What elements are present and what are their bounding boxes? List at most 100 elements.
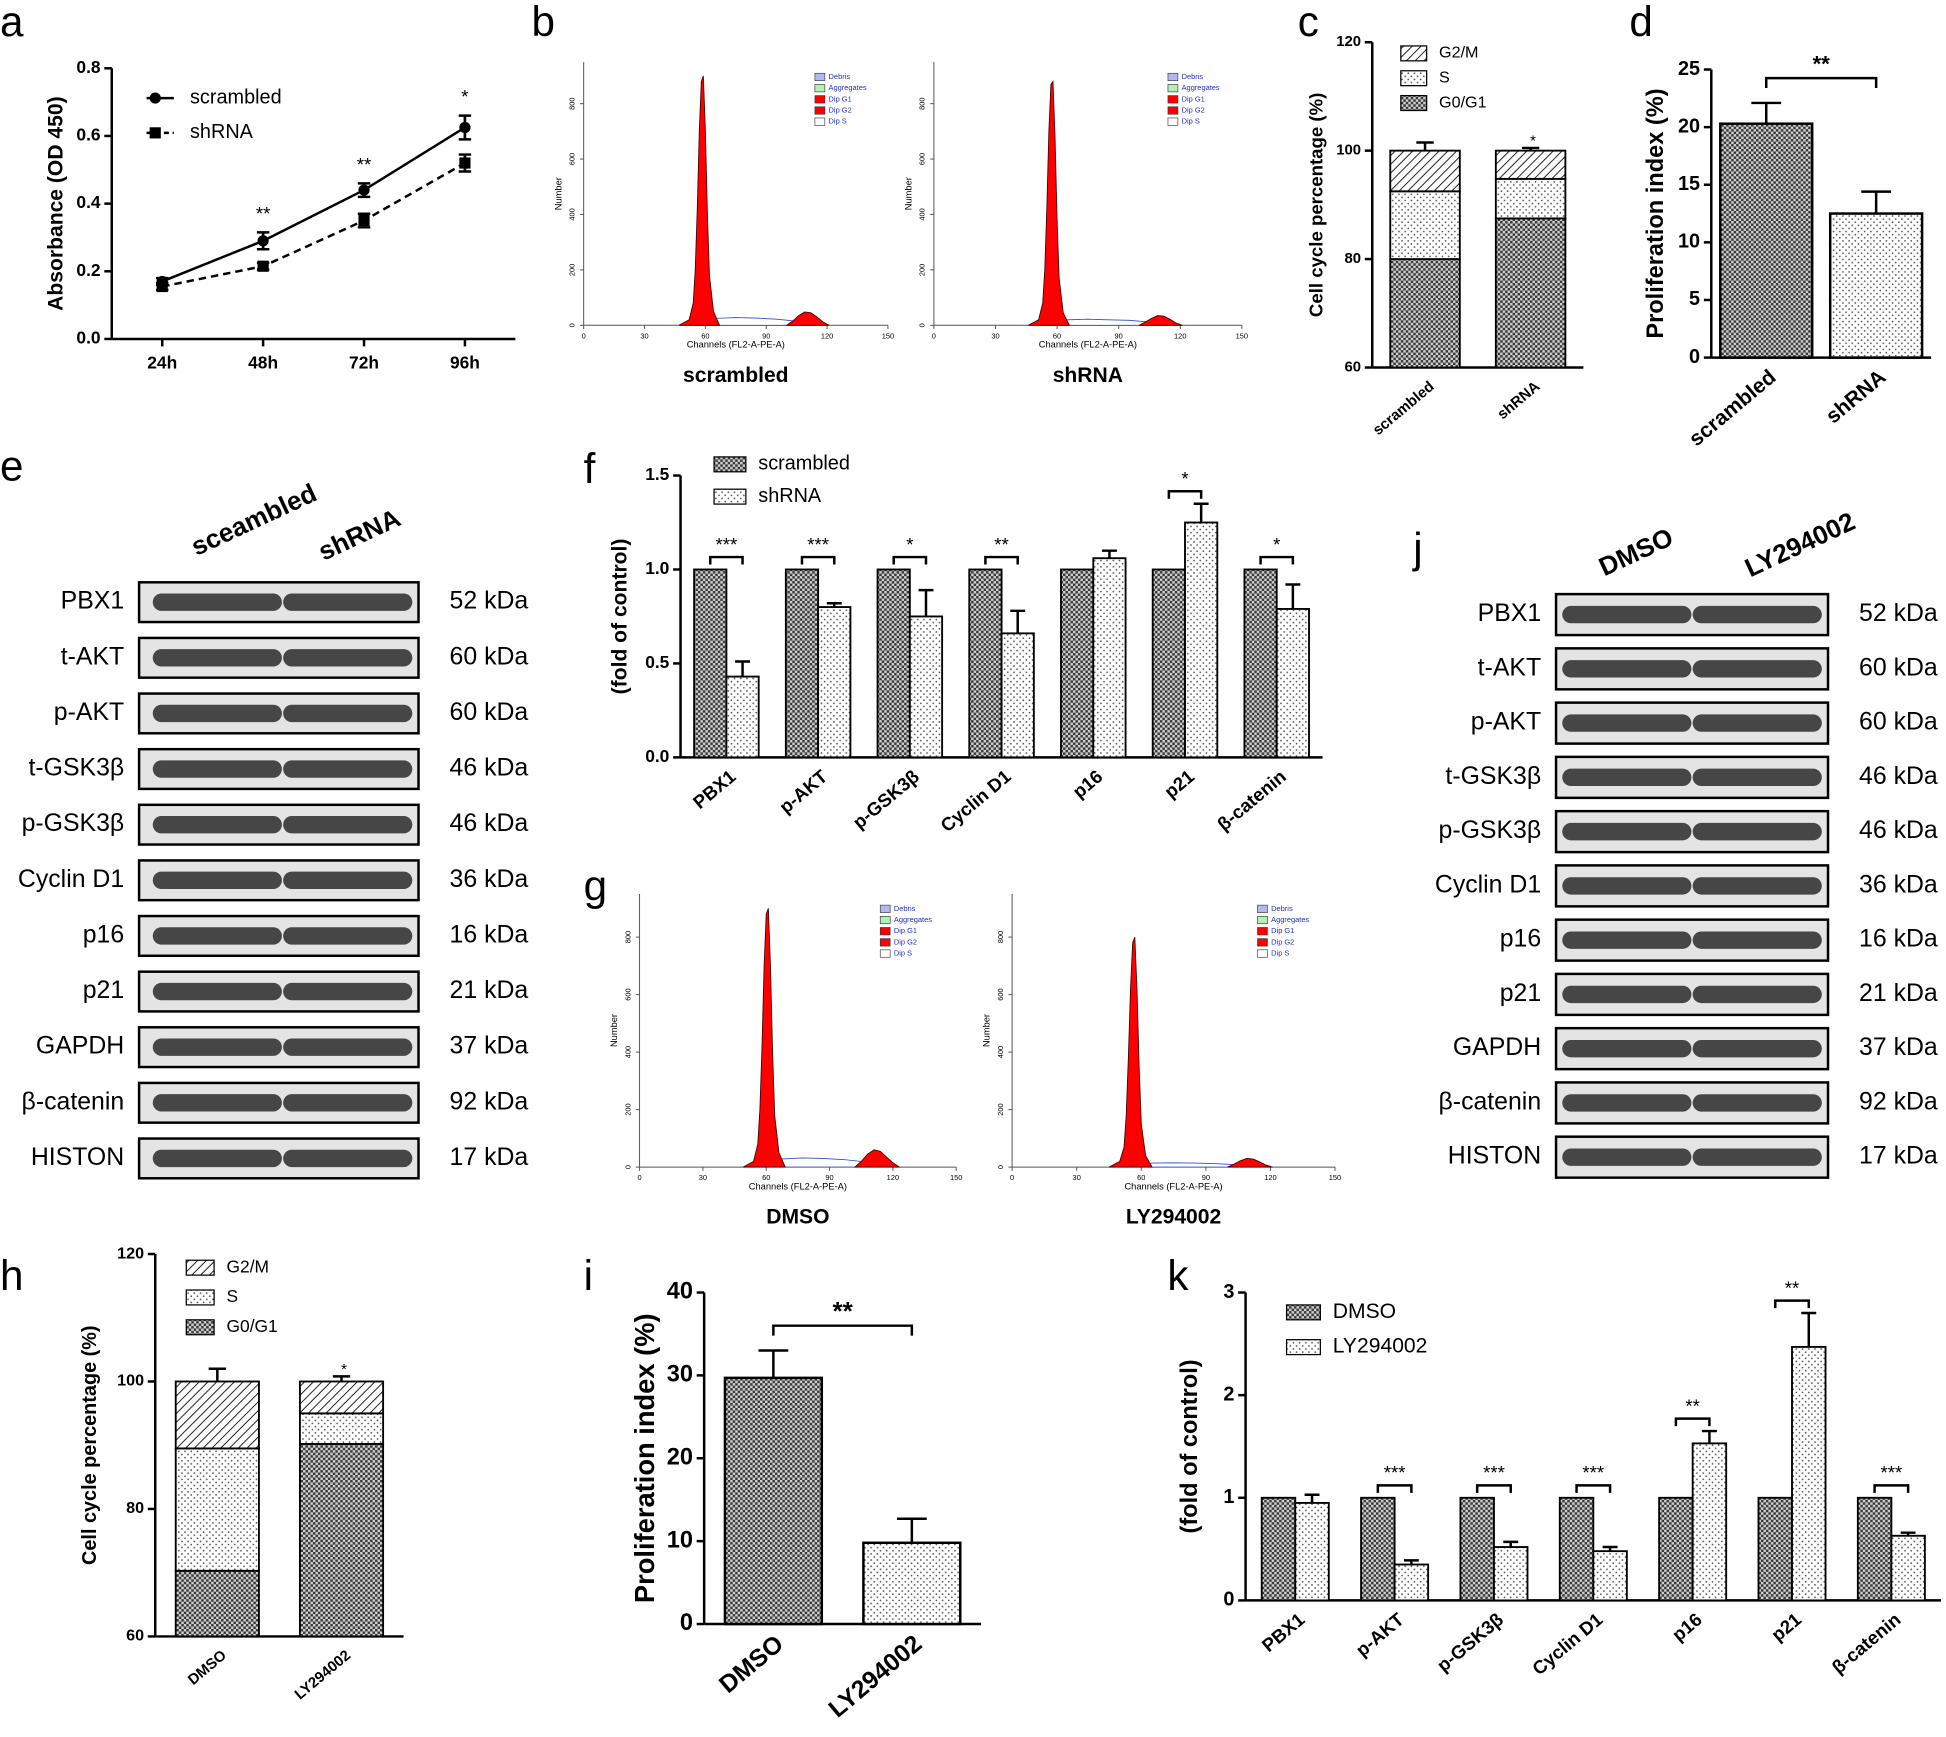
x-tick-label: PBX1 — [1258, 1609, 1309, 1656]
legend-label: Aggregates — [829, 83, 867, 92]
x-tick-label: β-catenin — [1213, 766, 1290, 835]
blot-band — [283, 1094, 413, 1112]
x-tick-label: Cyclin D1 — [1528, 1609, 1606, 1680]
bar — [1459, 1496, 1495, 1602]
sig-bracket — [1873, 1484, 1910, 1493]
sig-bracket — [1475, 1484, 1512, 1493]
legend-label: G2/M — [227, 1256, 269, 1276]
legend-swatch — [713, 488, 747, 505]
protein-label: p21 — [1500, 980, 1541, 1007]
error-bar — [1285, 583, 1301, 609]
y-tick-label: 200 — [567, 264, 576, 276]
y-axis-label: Number — [553, 177, 563, 210]
panel-label: g — [584, 862, 607, 909]
protein-label: p-GSK3β — [22, 810, 125, 837]
legend-swatch — [879, 915, 891, 925]
size-label: 60 kDa — [1859, 654, 1938, 681]
legend-swatch — [1167, 95, 1179, 104]
histogram-area — [1227, 1158, 1273, 1168]
significance: * — [1530, 134, 1536, 150]
sample-label: DMSO — [766, 1206, 829, 1229]
x-tick-label: p-AKT — [1352, 1608, 1409, 1660]
bar-segment — [298, 1443, 385, 1638]
blot-band — [283, 593, 413, 611]
panel-label: a — [0, 0, 24, 45]
y-tick-label: 1.0 — [645, 558, 669, 578]
x-tick-label: shRNA — [1495, 379, 1544, 423]
x-tick-label: 0 — [582, 331, 586, 340]
blot-band — [283, 982, 413, 1001]
significance: *** — [1880, 1462, 1902, 1483]
bar — [968, 568, 1003, 759]
bar — [1060, 568, 1095, 759]
blot-band — [283, 760, 413, 778]
x-tick-label: 120 — [1174, 331, 1186, 340]
marker — [156, 280, 168, 293]
bar — [1393, 1563, 1430, 1602]
blot-band — [1562, 714, 1692, 732]
protein-label: t-GSK3β — [1445, 763, 1541, 790]
legend-label: Debris — [829, 72, 851, 81]
blot-band — [152, 815, 282, 834]
y-tick-label: 0 — [567, 323, 576, 327]
bar — [1360, 1496, 1396, 1602]
marker — [459, 121, 471, 134]
bar — [1691, 1442, 1728, 1602]
protein-label: p-GSK3β — [1439, 817, 1542, 844]
blot-band — [152, 1149, 282, 1168]
legend-swatch — [814, 106, 826, 115]
x-tick-label: 30 — [640, 331, 648, 340]
x-tick-label: 72h — [349, 352, 379, 372]
y-tick-label: 600 — [623, 988, 632, 1000]
x-axis-label: Channels (FL2-A-PE-A) — [687, 340, 785, 350]
blot-band — [283, 704, 413, 723]
protein-label: HISTON — [1448, 1143, 1541, 1170]
bar — [1658, 1496, 1694, 1602]
significance: ** — [832, 1296, 853, 1326]
significance: ** — [1785, 1277, 1799, 1298]
x-tick-label: p-GSK3β — [1433, 1609, 1507, 1676]
bar — [1493, 1546, 1529, 1602]
size-label: 46 kDa — [1859, 763, 1938, 790]
blot-band — [152, 927, 282, 945]
legend-label: Dip S — [1271, 949, 1289, 958]
x-tick-label: 48h — [248, 352, 278, 372]
x-tick-label: scrambled — [1370, 379, 1437, 439]
x-tick-label: p16 — [1668, 1609, 1706, 1646]
legend-swatch — [1257, 949, 1268, 958]
y-tick-label: 0.0 — [76, 328, 100, 348]
x-tick-label: 0 — [1010, 1173, 1014, 1182]
legend-swatch — [1257, 938, 1268, 947]
legend-label: Dip G2 — [829, 105, 852, 114]
error-bar — [1701, 1429, 1717, 1444]
legend-swatch — [1400, 45, 1428, 62]
y-axis-label: Cell cycle percentage (%) — [1306, 93, 1327, 317]
blot-band — [1562, 822, 1692, 841]
x-tick-label: 90 — [762, 331, 770, 340]
y-tick-label: 800 — [567, 97, 576, 109]
sig-bracket — [1774, 1299, 1811, 1309]
blot-band — [1562, 1094, 1692, 1112]
protein-label: β-catenin — [1439, 1088, 1542, 1115]
legend-label: Dip G2 — [1182, 105, 1205, 114]
bar — [1151, 568, 1186, 759]
significance: *** — [1384, 1462, 1406, 1483]
blot-band — [1692, 714, 1822, 732]
bar-segment — [1494, 149, 1567, 180]
size-label: 60 kDa — [1859, 709, 1938, 736]
sig-bracket — [709, 555, 744, 565]
blot-band — [1692, 985, 1822, 1004]
protein-label: Cyclin D1 — [18, 866, 124, 893]
size-label: 46 kDa — [450, 810, 529, 837]
protein-label: p16 — [83, 921, 124, 948]
size-label: 16 kDa — [1859, 926, 1938, 953]
legend-label: shRNA — [190, 121, 254, 143]
x-axis-label: Channels (FL2-A-PE-A) — [1039, 340, 1137, 350]
y-tick-label: 0.4 — [76, 192, 100, 212]
blot-band — [152, 593, 282, 611]
panel-label: f — [584, 445, 596, 492]
marker — [358, 214, 370, 227]
error-bar — [1304, 1493, 1320, 1503]
panel-label: k — [1167, 1252, 1189, 1299]
legend-label: scrambled — [758, 453, 850, 475]
